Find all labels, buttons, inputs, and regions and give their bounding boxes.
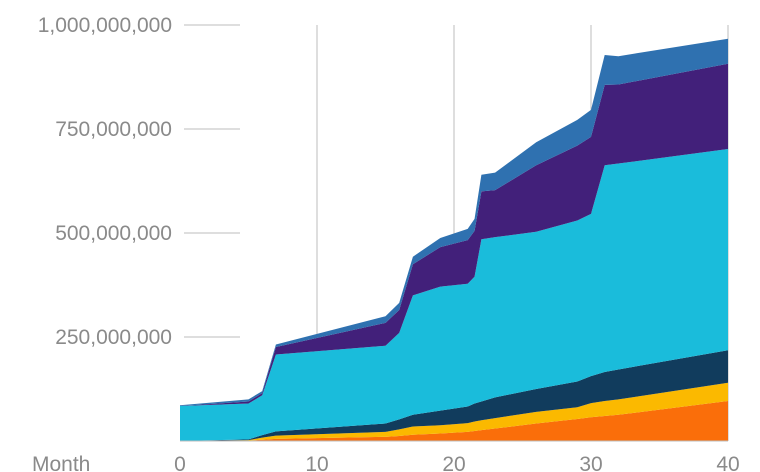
area-series-3 bbox=[180, 350, 728, 441]
x-axis-title: Month bbox=[32, 453, 90, 472]
area-series-6 bbox=[180, 38, 728, 407]
x-tick-label: 20 bbox=[442, 453, 465, 472]
x-tick-label: 10 bbox=[305, 453, 328, 472]
x-tick-label: 30 bbox=[579, 453, 602, 472]
area-series-1 bbox=[180, 401, 728, 441]
x-tick-label: 0 bbox=[174, 453, 186, 472]
axes: 250,000,000 500,000,000 750,000,000 1,000,0… bbox=[38, 14, 740, 472]
area-series-4 bbox=[180, 148, 728, 441]
y-tick-label: 750,000,000 bbox=[55, 118, 172, 141]
y-tick-label: 1,000,000,000 bbox=[38, 14, 172, 37]
stacked-areas bbox=[180, 38, 728, 441]
area-series-5 bbox=[180, 63, 728, 407]
x-tick-label: 40 bbox=[716, 453, 739, 472]
y-tick-label: 250,000,000 bbox=[55, 326, 172, 349]
y-tick-label: 500,000,000 bbox=[55, 222, 172, 245]
area-series-2 bbox=[180, 382, 728, 441]
